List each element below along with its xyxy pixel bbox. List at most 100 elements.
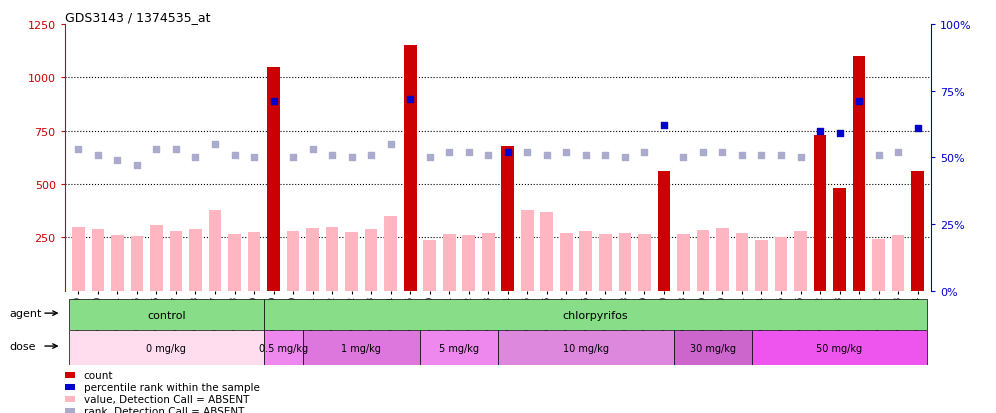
Text: 0 mg/kg: 0 mg/kg <box>146 343 186 353</box>
Bar <box>443 235 455 291</box>
Point <box>890 150 906 156</box>
Point <box>344 154 360 161</box>
Point <box>578 152 594 159</box>
Bar <box>72 227 85 291</box>
Bar <box>303 330 420 366</box>
Point <box>695 150 711 156</box>
Text: dose: dose <box>10 341 36 351</box>
Text: 0.5 mg/kg: 0.5 mg/kg <box>259 343 308 353</box>
Point <box>714 150 730 156</box>
Point <box>441 150 457 156</box>
Bar <box>130 237 143 291</box>
Bar <box>872 239 884 291</box>
Text: percentile rank within the sample: percentile rank within the sample <box>84 382 260 392</box>
Point <box>246 154 262 161</box>
Bar <box>209 210 221 291</box>
Bar <box>541 212 553 291</box>
Point <box>285 154 301 161</box>
Point <box>832 131 848 137</box>
Bar <box>677 235 690 291</box>
Point <box>207 141 223 148</box>
Point <box>128 163 145 169</box>
Bar <box>891 236 904 291</box>
Point <box>793 154 809 161</box>
Point <box>226 152 242 159</box>
Bar <box>752 330 927 366</box>
Text: agent: agent <box>10 309 42 318</box>
Bar <box>755 240 768 291</box>
Bar <box>346 233 358 291</box>
Text: chlorpyrifos: chlorpyrifos <box>563 310 628 320</box>
Point <box>305 147 321 153</box>
Bar <box>326 227 339 291</box>
Point <box>71 147 87 153</box>
Point <box>598 152 614 159</box>
Bar <box>580 232 593 291</box>
Point <box>812 128 828 135</box>
Bar <box>287 232 300 291</box>
Bar <box>462 236 475 291</box>
Bar <box>814 135 827 291</box>
Point <box>421 154 437 161</box>
Bar <box>306 228 319 291</box>
Point <box>110 157 125 164</box>
Bar <box>384 216 397 291</box>
Bar <box>69 330 264 366</box>
Point <box>500 150 516 156</box>
Point <box>266 99 282 105</box>
Text: value, Detection Call = ABSENT: value, Detection Call = ABSENT <box>84 394 249 404</box>
Bar <box>501 146 514 291</box>
Bar <box>423 240 436 291</box>
Point <box>656 123 672 129</box>
Bar <box>834 189 846 291</box>
Bar <box>599 235 612 291</box>
Point <box>382 141 398 148</box>
Bar <box>65 408 76 413</box>
Bar <box>716 228 729 291</box>
Bar <box>696 230 709 291</box>
Point <box>539 152 555 159</box>
Bar <box>482 234 495 291</box>
Bar <box>775 238 787 291</box>
Text: 1 mg/kg: 1 mg/kg <box>342 343 381 353</box>
Bar <box>228 235 241 291</box>
Bar <box>69 299 264 330</box>
Point <box>675 154 691 161</box>
Point <box>187 154 203 161</box>
Point <box>773 152 789 159</box>
Text: 10 mg/kg: 10 mg/kg <box>563 343 609 353</box>
Point <box>734 152 750 159</box>
Text: 50 mg/kg: 50 mg/kg <box>817 343 863 353</box>
Point <box>402 96 418 103</box>
Bar <box>150 225 162 291</box>
Bar <box>92 229 105 291</box>
Point <box>480 152 496 159</box>
Point <box>168 147 184 153</box>
Point <box>851 99 867 105</box>
Point <box>90 152 106 159</box>
Bar <box>65 372 76 379</box>
Bar <box>112 236 124 291</box>
Point <box>461 150 477 156</box>
Bar <box>65 384 76 390</box>
Point <box>519 150 535 156</box>
Point <box>617 154 632 161</box>
Bar <box>673 330 752 366</box>
Point <box>909 126 925 132</box>
Bar <box>619 234 631 291</box>
Bar <box>403 46 416 291</box>
Point <box>871 152 886 159</box>
Point <box>754 152 770 159</box>
Bar <box>794 232 807 291</box>
Bar <box>560 234 573 291</box>
Bar <box>264 299 927 330</box>
Bar <box>365 229 377 291</box>
Bar <box>853 57 866 291</box>
Text: count: count <box>84 370 114 380</box>
Bar <box>498 330 673 366</box>
Bar <box>911 172 924 291</box>
Text: GDS3143 / 1374535_at: GDS3143 / 1374535_at <box>65 11 210 24</box>
Point <box>324 152 340 159</box>
Bar <box>264 330 303 366</box>
Point <box>148 147 164 153</box>
